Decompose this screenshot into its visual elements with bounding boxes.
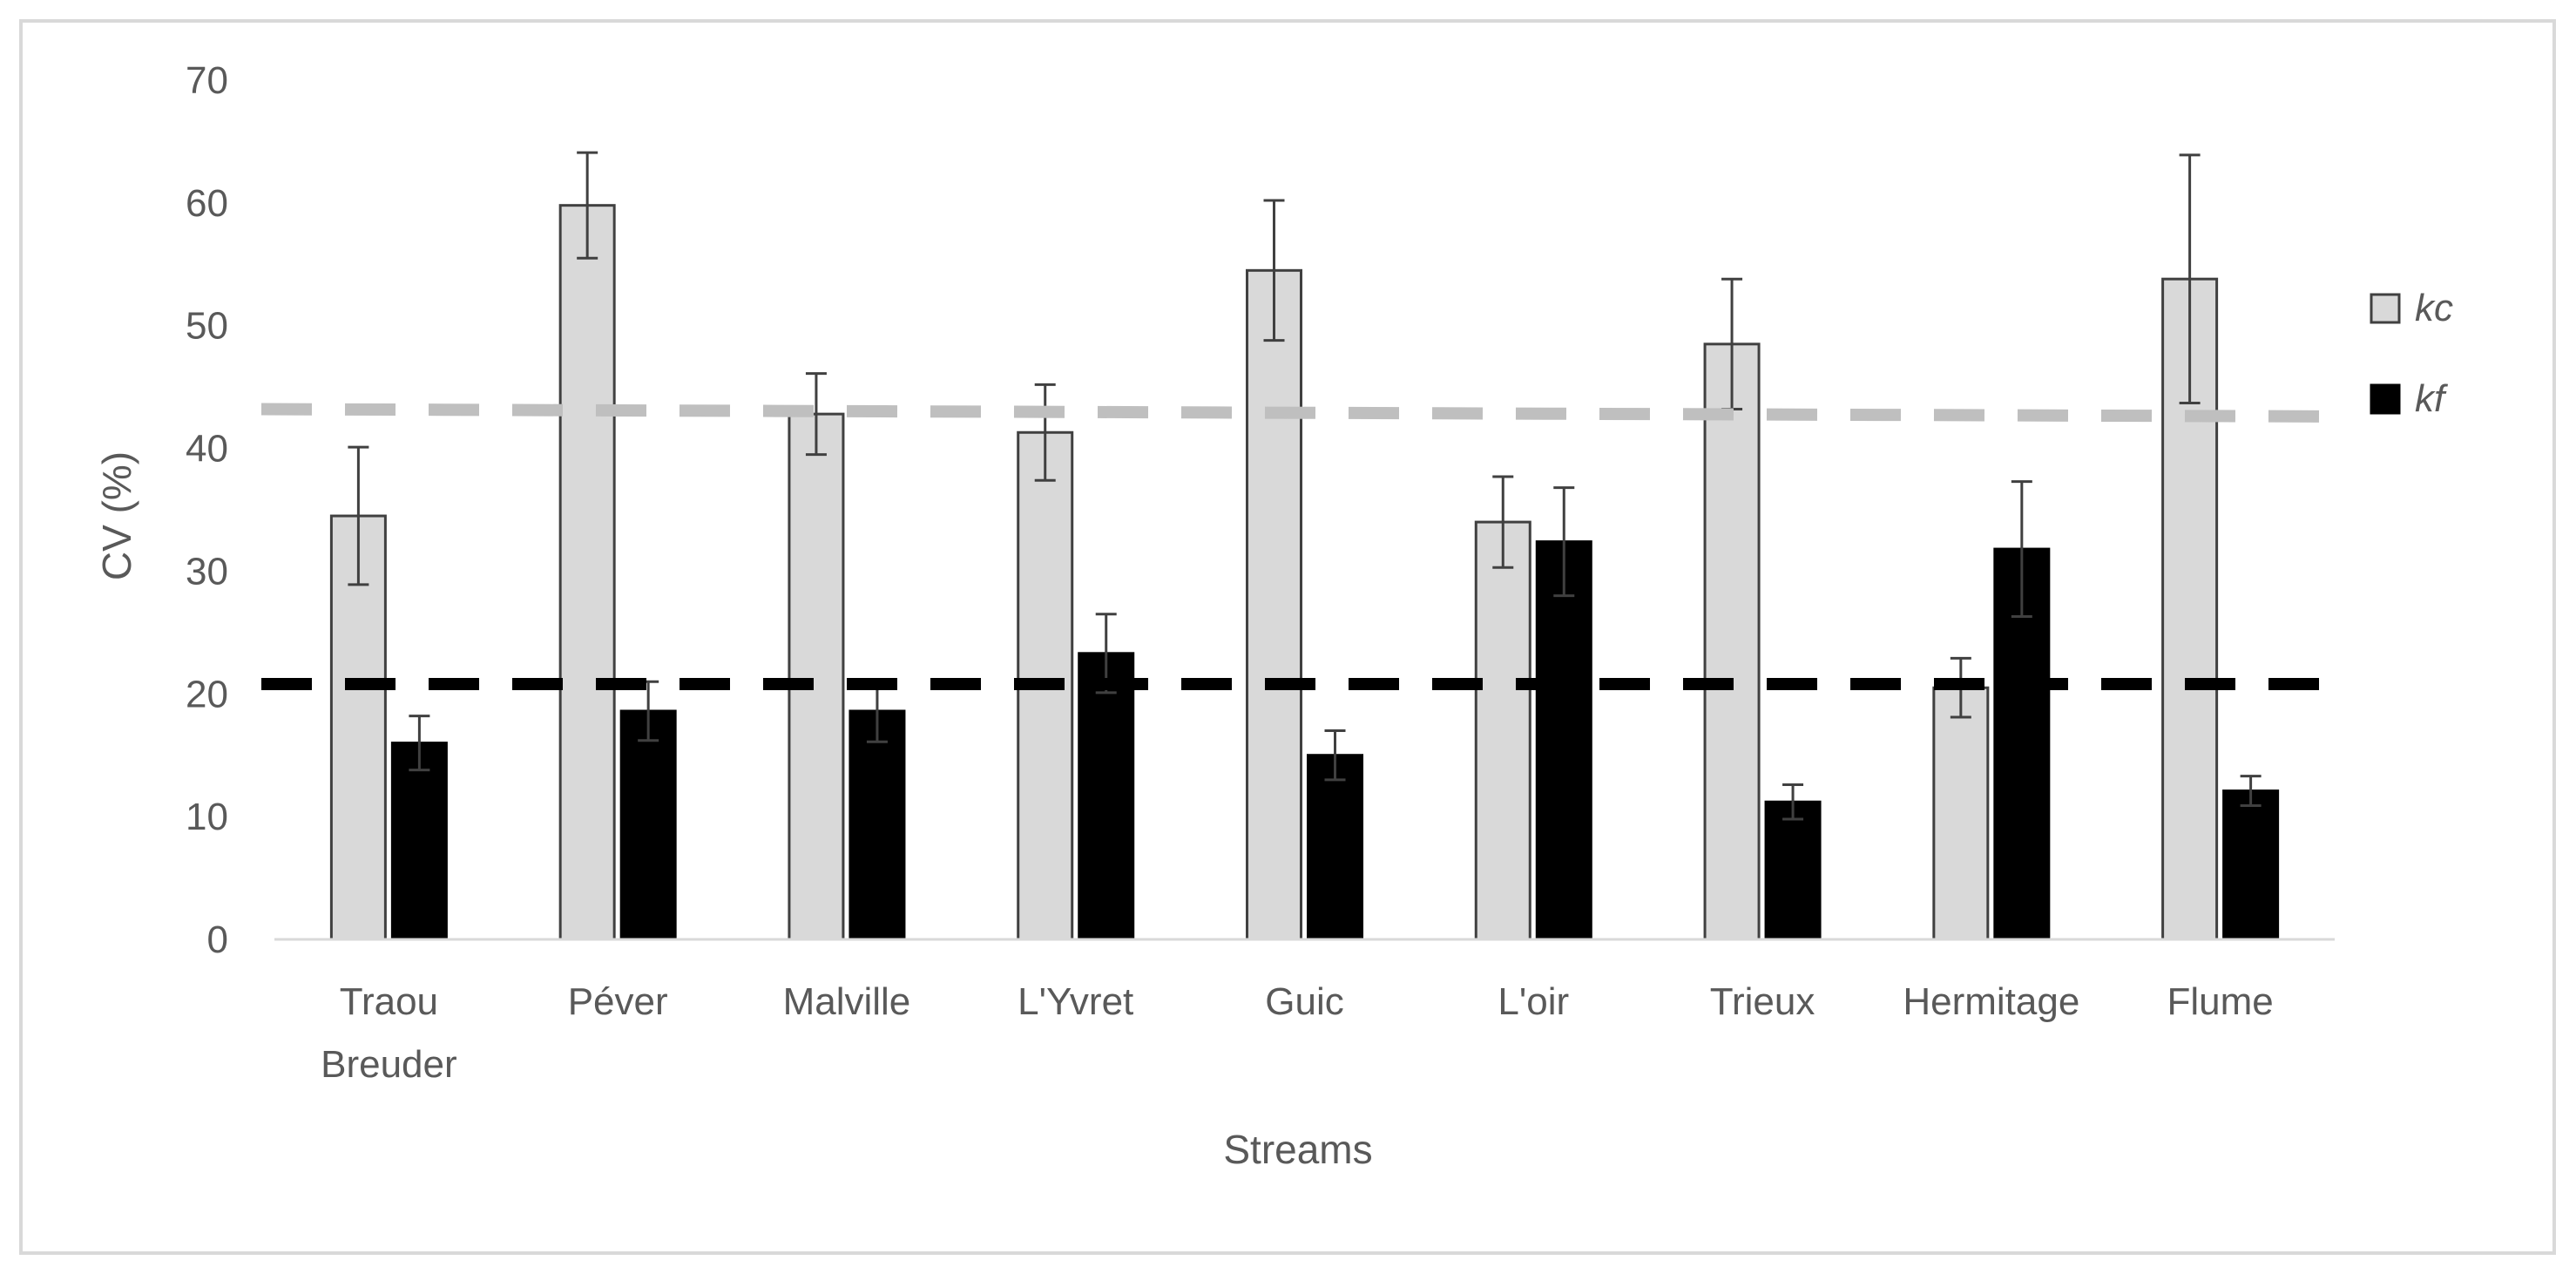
error-bar-kf: [2011, 480, 2032, 619]
error-bar-kc: [577, 151, 598, 260]
error-bar-kf: [1324, 729, 1346, 782]
bar-kf: [849, 709, 906, 941]
bar-kc: [1246, 268, 1302, 941]
bar-kc: [788, 412, 845, 941]
category-label: Trieux: [1710, 980, 1815, 1023]
category-label: Traou: [340, 980, 438, 1023]
y-tick-label: 0: [207, 918, 228, 961]
y-tick-label: 70: [186, 59, 228, 102]
bar-kf: [1307, 754, 1363, 941]
error-bar-kf: [1553, 486, 1575, 598]
y-tick-label: 20: [186, 673, 228, 715]
y-tick-label: 40: [186, 428, 228, 471]
bar-kf: [1535, 540, 1592, 941]
error-bar-kc: [1492, 475, 1514, 569]
category-label: L'Yvret: [1018, 980, 1133, 1023]
bars: [329, 204, 2280, 941]
category-label: L'oir: [1498, 980, 1569, 1023]
error-bar-kf: [1782, 783, 1804, 821]
y-tick-label: 60: [186, 182, 228, 225]
y-tick-label: 50: [186, 305, 228, 348]
bar-kf: [1078, 652, 1135, 941]
bar-kc: [1474, 520, 1531, 941]
bar-kc: [558, 204, 616, 941]
bar-kf: [2222, 789, 2280, 941]
y-axis-title: CV (%): [94, 451, 139, 580]
category-label: Péver: [568, 980, 668, 1023]
error-bar-kc: [348, 445, 369, 586]
error-bar-kf: [409, 715, 430, 772]
reference-line-kc: [260, 403, 2340, 423]
category-label: Malville: [783, 980, 911, 1023]
category-labels: Traou Breuder Péver Malville L'Yvret Guic L'oi…: [321, 980, 2274, 1086]
legend-label-kf: kf: [2415, 377, 2449, 420]
x-axis-title: Streams: [1223, 1127, 1372, 1172]
bar-kf: [619, 709, 677, 941]
y-axis-ticks: 0 10 20 30 40 50 60 70: [186, 59, 228, 961]
error-bar-kc: [1034, 383, 1056, 482]
category-label: Guic: [1265, 980, 1343, 1023]
error-bar-kc: [805, 372, 827, 457]
bar-kc: [1703, 342, 1761, 941]
legend-label-kc: kc: [2415, 287, 2453, 329]
bar-kc: [1932, 686, 1990, 941]
bar-kc: [2161, 277, 2219, 941]
bar-kf: [1764, 800, 1822, 941]
category-label: Flume: [2167, 980, 2273, 1023]
error-bar-kc: [2179, 153, 2201, 404]
error-bars: [348, 151, 2262, 821]
legend-swatch-kf: [2370, 383, 2401, 415]
bar-kf: [390, 742, 448, 941]
bar-kc: [329, 514, 387, 941]
legend: kc kf: [2370, 287, 2453, 420]
category-label: Hermitage: [1903, 980, 2079, 1023]
error-bar-kc: [1263, 199, 1285, 342]
y-tick-label: 10: [186, 796, 228, 838]
y-tick-label: 30: [186, 550, 228, 593]
error-bar-kf: [2240, 775, 2262, 807]
reference-lines: [260, 403, 2340, 691]
legend-swatch-kc: [2370, 293, 2401, 324]
category-label: Breuder: [321, 1043, 457, 1086]
